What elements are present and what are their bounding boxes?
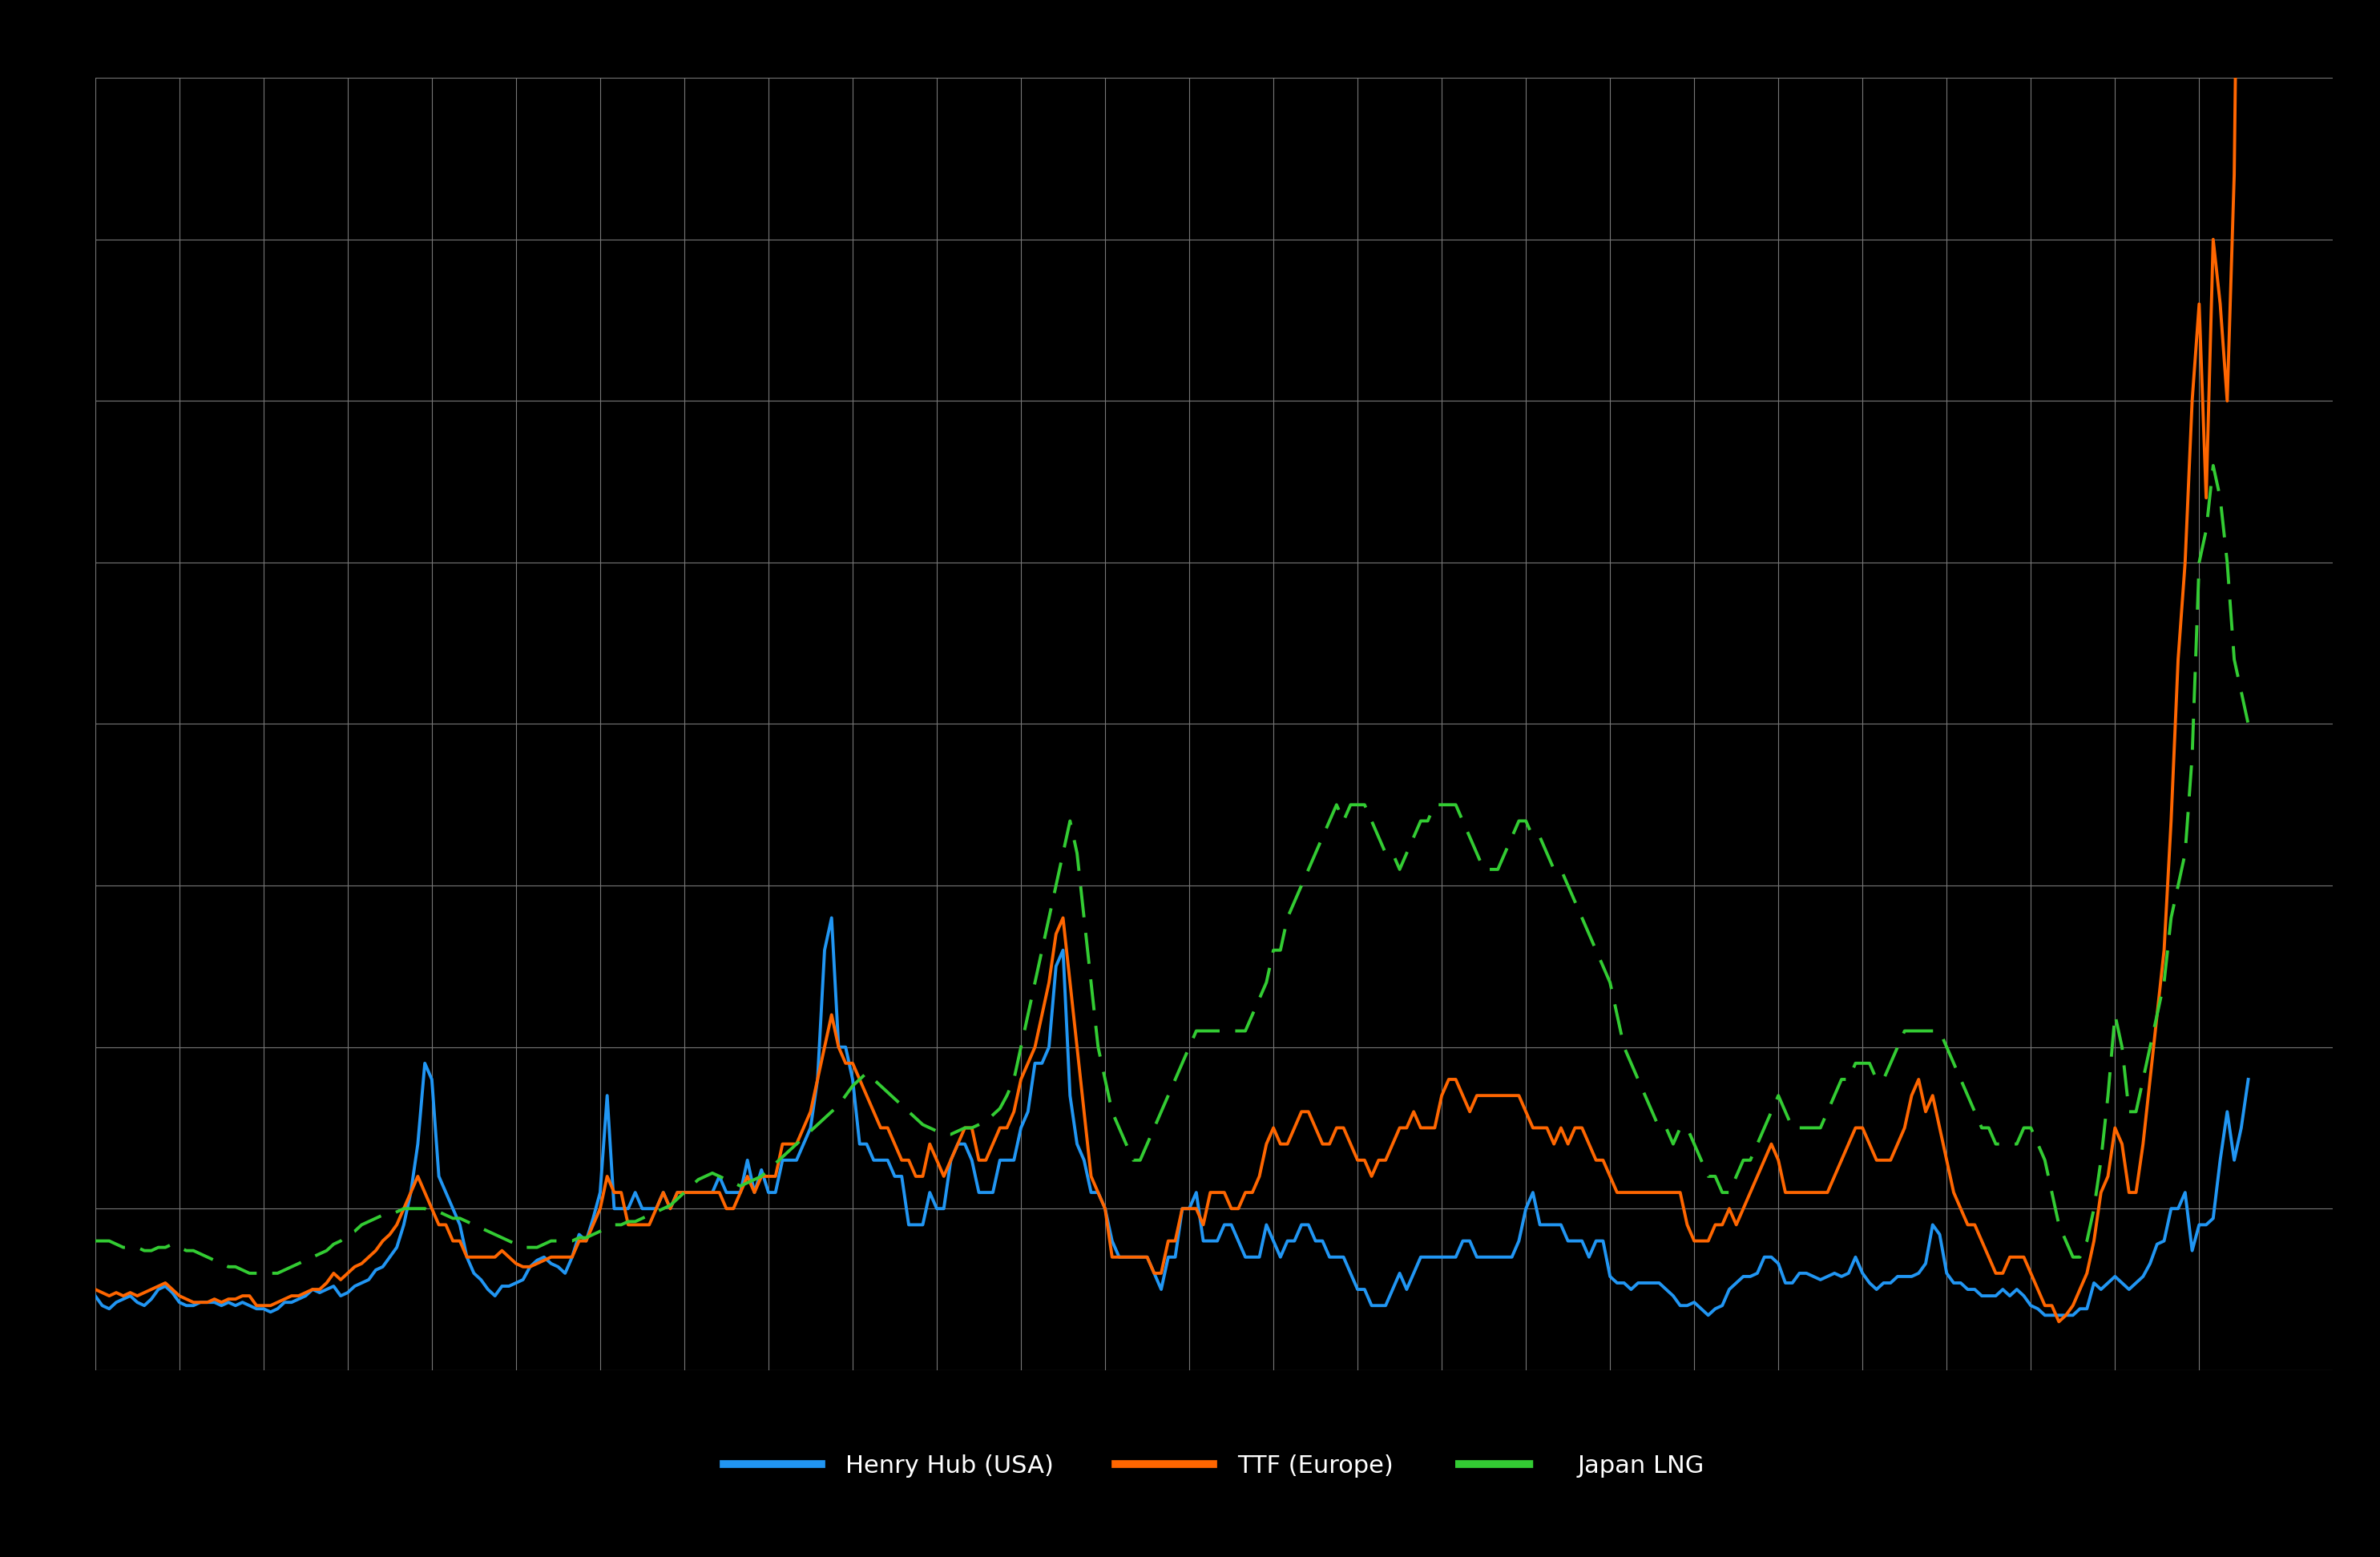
Legend: Henry Hub (USA), TTF (Europe), Japan LNG: Henry Hub (USA), TTF (Europe), Japan LNG xyxy=(714,1445,1714,1487)
